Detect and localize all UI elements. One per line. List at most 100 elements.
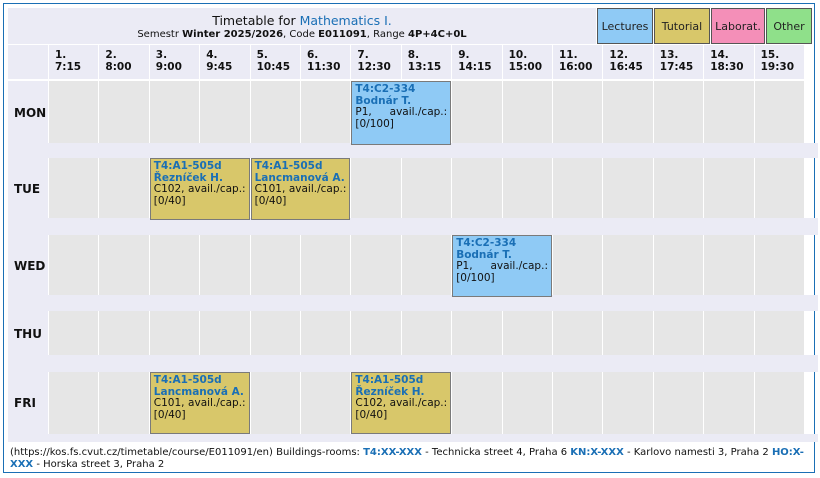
event-parallel-row: C101, avail./cap.: xyxy=(255,183,347,196)
event-avail-label: avail./cap.: xyxy=(288,183,347,195)
event-room-link[interactable]: T4:A1-505d xyxy=(153,374,222,386)
slot-header: 15. 19:30 xyxy=(754,45,804,79)
grid-cell xyxy=(250,311,300,357)
grid-cell xyxy=(502,372,552,434)
event-block-lecture[interactable]: T4:C2-334 Bodnár T. P1, avail./cap.: [0/100] xyxy=(351,81,452,145)
grid-cell xyxy=(401,311,452,357)
building-kn-link[interactable]: KN:X-XXX xyxy=(570,447,624,458)
grid-cell xyxy=(704,235,754,297)
event-teacher-link[interactable]: Řezníček H. xyxy=(355,385,425,398)
event-parallel: C102, xyxy=(153,183,185,195)
event-block-tutorial[interactable]: T4:A1-505d Lancmanová A. C101, avail./cap.:… xyxy=(149,372,250,434)
grid-cell xyxy=(401,158,452,220)
grid-cell xyxy=(553,311,603,357)
grid-cell xyxy=(99,235,149,297)
grid-cell xyxy=(250,81,300,145)
event-room-link[interactable]: T4:A1-505d xyxy=(355,374,424,386)
grid-cell xyxy=(603,158,653,220)
grid-cell xyxy=(200,235,250,297)
grid-cell xyxy=(301,81,351,145)
grid-cell xyxy=(754,372,804,434)
slot-header: 2. 8:00 xyxy=(99,45,149,79)
event-teacher-link[interactable]: Bodnár T. xyxy=(456,248,512,261)
legend-tutorial: Tutorial xyxy=(654,8,710,44)
event-room-link[interactable]: T4:C2-334 xyxy=(355,83,416,95)
slot-time: 14:15 xyxy=(458,61,492,73)
grid-cell xyxy=(301,235,351,297)
grid-cell xyxy=(401,235,452,297)
event-avail-label: avail./cap.: xyxy=(188,397,246,409)
grid-cell xyxy=(553,235,603,297)
grid-cell xyxy=(452,372,502,434)
event-capacity: [0/40] xyxy=(254,194,287,207)
slot-header: 6. 11:30 xyxy=(301,45,351,79)
course-name-link[interactable]: Mathematics I. xyxy=(299,13,392,28)
grid-cell xyxy=(754,235,804,297)
slot-header: 1. 7:15 xyxy=(49,45,99,79)
event-block-tutorial[interactable]: T4:A1-505d Řezníček H. C102, avail./cap.: [0… xyxy=(351,372,452,434)
event-room-link[interactable]: T4:C2-334 xyxy=(456,237,517,249)
event-parallel-row: C102, avail./cap.: xyxy=(355,397,448,410)
event-teacher-link[interactable]: Lancmanová A. xyxy=(153,385,244,398)
event-teacher-link[interactable]: Bodnár T. xyxy=(355,94,412,107)
event-avail-label: avail./cap.: xyxy=(389,397,448,409)
slot-time: 9:00 xyxy=(155,61,182,73)
building-ho-link[interactable]: HO:X-XXX xyxy=(10,447,804,470)
grid-cell xyxy=(200,311,250,357)
slot-number: 4. xyxy=(206,49,218,61)
slot-time: 19:30 xyxy=(760,61,795,73)
event-parallel-row: C101, avail./cap.: xyxy=(154,397,246,410)
event-block-tutorial[interactable]: T4:A1-505d Lancmanová A. C101, avail./cap.:… xyxy=(250,158,351,220)
grid-cell xyxy=(502,81,552,145)
event-block-tutorial[interactable]: T4:A1-505d Řezníček H. C102, avail./cap.: [0… xyxy=(149,158,250,220)
grid-cell xyxy=(351,311,401,357)
event-capacity: [0/40] xyxy=(153,408,186,421)
grid-cell xyxy=(704,158,754,220)
event-room-link[interactable]: T4:A1-505d xyxy=(254,160,323,172)
grid-cell xyxy=(603,235,653,297)
grid-cell xyxy=(351,235,401,297)
event-block-lecture[interactable]: T4:C2-334 Bodnár T. P1, avail./cap.: [0/100] xyxy=(452,235,552,297)
slot-number: 3. xyxy=(155,49,168,61)
event-parallel-row: P1, avail./cap.: xyxy=(355,106,448,119)
event-avail-label: avail./cap.: xyxy=(490,260,548,272)
grid-cell xyxy=(49,81,99,145)
grid-cell xyxy=(99,372,149,434)
grid-cell xyxy=(653,311,704,357)
slot-number: 6. xyxy=(307,49,319,61)
grid-cell xyxy=(653,235,704,297)
day-label-mon: MON xyxy=(8,81,48,145)
slot-number: 7. xyxy=(357,49,369,61)
grid-cell xyxy=(653,81,704,145)
timetable-frame: Timetable for Mathematics I. Semestr Win… xyxy=(3,3,818,473)
grid-cell xyxy=(149,235,200,297)
building-kn-desc: - Karlovo namesti 3, Praha 2 xyxy=(623,447,772,458)
day-label-wed: WED xyxy=(8,235,48,297)
grid-cell xyxy=(301,372,351,434)
event-room-link[interactable]: T4:A1-505d xyxy=(153,160,222,172)
slot-time: 18:30 xyxy=(710,61,744,73)
event-teacher-link[interactable]: Lancmanová A. xyxy=(254,171,345,184)
grid-cell xyxy=(99,158,149,220)
grid-cell xyxy=(553,81,603,145)
day-label-fri: FRI xyxy=(8,372,48,434)
slot-header: 5. 10:45 xyxy=(250,45,300,79)
grid-cell xyxy=(754,158,804,220)
grid-cell xyxy=(603,81,653,145)
slot-time: 8:00 xyxy=(105,61,132,73)
slot-header: 11. 16:00 xyxy=(553,45,603,79)
event-capacity: [0/100] xyxy=(456,271,495,284)
event-teacher-link[interactable]: Řezníček H. xyxy=(153,171,223,184)
grid-cell xyxy=(49,311,99,357)
grid-cell xyxy=(704,311,754,357)
grid-cell xyxy=(99,81,149,145)
row-separator xyxy=(8,434,818,442)
event-avail-label: avail./cap.: xyxy=(389,106,448,118)
slot-number: 11. xyxy=(559,49,578,61)
slot-number: 14. xyxy=(710,49,729,61)
slot-number: 8. xyxy=(407,49,420,61)
footer-url: (https://kos.fs.cvut.cz/timetable/course… xyxy=(10,447,273,458)
slot-time: 15:00 xyxy=(508,61,543,73)
event-parallel-row: P1, avail./cap.: xyxy=(456,260,548,273)
building-t4-link[interactable]: T4:XX-XXX xyxy=(363,447,422,458)
